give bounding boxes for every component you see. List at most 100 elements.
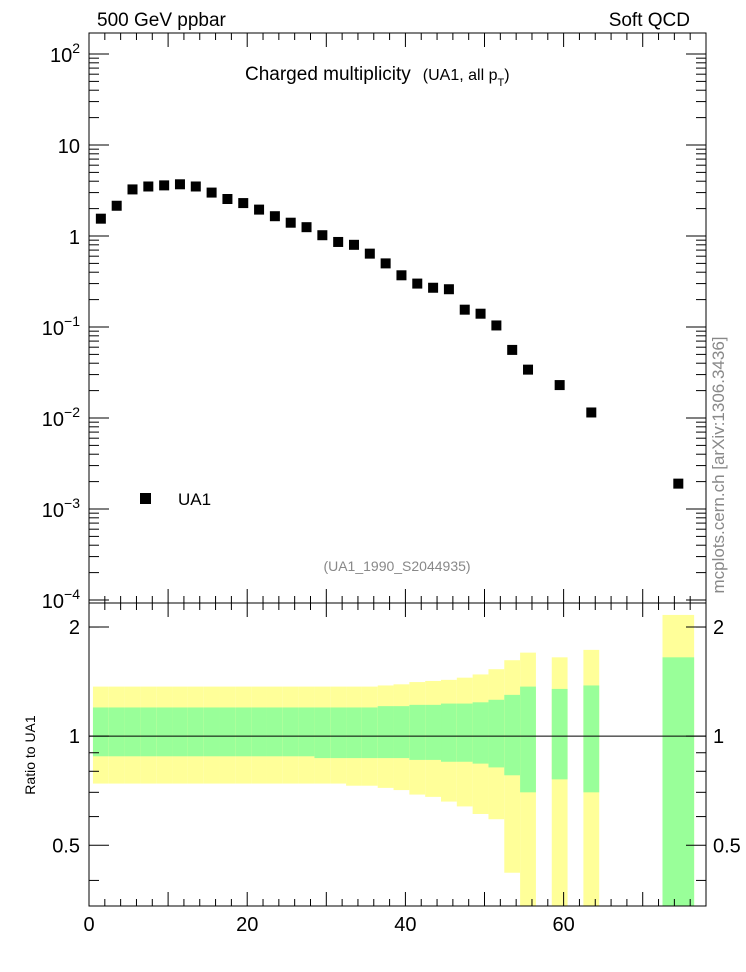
- data-point: [206, 187, 217, 198]
- data-point: [95, 213, 106, 224]
- chart-subtitle-suffix: ): [504, 67, 509, 84]
- data-point: [333, 236, 344, 247]
- data-point: [380, 258, 391, 269]
- chart-title: Charged multiplicity (UA1, all pT): [245, 64, 510, 89]
- y-tick-label: 10−3: [42, 495, 80, 522]
- data-point: [143, 181, 154, 192]
- data-point: [475, 308, 486, 319]
- band-inner: [409, 704, 426, 760]
- band-inner: [346, 707, 362, 759]
- main-y-ticks: 102 10 1 10−1 10−2 10−3 10−4: [42, 40, 706, 613]
- band-inner: [266, 707, 283, 757]
- band-inner: [583, 685, 600, 793]
- data-point: [523, 364, 534, 375]
- data-point: [428, 282, 439, 293]
- band-inner: [456, 703, 473, 762]
- band-inner: [203, 707, 220, 757]
- data-point: [412, 278, 423, 289]
- ratio-y-tick-label-right: 0.5: [713, 835, 741, 857]
- band-inner: [662, 657, 695, 906]
- band-inner: [314, 707, 331, 759]
- side-label: mcplots.cern.ch [arXiv:1306.3436]: [709, 336, 728, 593]
- band-inner: [298, 707, 315, 757]
- data-point: [238, 198, 249, 209]
- data-point: [507, 344, 518, 355]
- data-point: [127, 184, 138, 195]
- x-tick-label: 0: [83, 914, 94, 936]
- band-inner: [520, 686, 536, 793]
- band-inner: [393, 706, 410, 759]
- y-tick-label: 10−4: [42, 586, 80, 613]
- data-point: [111, 200, 122, 211]
- data-point: [301, 222, 312, 233]
- band-inner: [330, 707, 347, 759]
- data-point: [190, 181, 201, 192]
- x-tick-label: 20: [236, 914, 258, 936]
- ratio-y-tick-label: 2: [69, 617, 80, 639]
- reference-text: (UA1_1990_S2044935): [323, 558, 470, 574]
- header-left-label: 500 GeV ppbar: [97, 10, 227, 31]
- chart-title-main: Charged multiplicity: [245, 64, 411, 85]
- data-point: [348, 239, 359, 250]
- ratio-frame: [88, 602, 707, 907]
- band-inner: [361, 707, 378, 759]
- legend-label: UA1: [178, 490, 211, 509]
- y-tick-label: 1: [69, 227, 80, 249]
- legend-marker: [140, 493, 151, 504]
- band-inner: [140, 707, 157, 757]
- main-x-ticks: [88, 33, 707, 603]
- band-inner: [488, 699, 505, 768]
- ratio-x-ticks: 0 20 40 60: [83, 603, 707, 936]
- band-inner: [219, 707, 236, 757]
- band-inner: [425, 704, 442, 760]
- main-frame: [88, 32, 707, 604]
- data-point: [174, 179, 185, 190]
- band-inner: [108, 707, 125, 757]
- band-inner: [282, 707, 299, 757]
- data-point: [586, 407, 597, 418]
- data-point: [491, 320, 502, 331]
- band-inner: [156, 707, 173, 757]
- data-point: [364, 248, 375, 259]
- band-inner: [124, 707, 141, 757]
- header-right-label: Soft QCD: [609, 10, 690, 31]
- x-tick-label: 60: [552, 914, 574, 936]
- band-inner: [187, 707, 204, 757]
- data-points: [95, 179, 684, 489]
- ratio-y-axis-label: Ratio to UA1: [22, 715, 38, 795]
- data-point: [159, 180, 170, 191]
- x-tick-label: 40: [394, 914, 416, 936]
- data-point: [254, 204, 265, 215]
- band-inner: [92, 707, 109, 757]
- ratio-y-tick-label: 0.5: [52, 835, 80, 857]
- band-inner: [551, 688, 568, 780]
- data-point: [285, 217, 296, 228]
- y-tick-label: 10−2: [42, 404, 80, 431]
- ratio-y-ticks: 0.5 0.5 1 1 2 2: [52, 617, 741, 881]
- chart-subtitle-sub: T: [498, 77, 505, 89]
- ratio-y-tick-label: 1: [69, 726, 80, 748]
- ratio-bands: [92, 614, 695, 906]
- data-point: [317, 230, 328, 241]
- band-inner: [172, 707, 188, 757]
- data-point: [554, 380, 565, 391]
- y-tick-label: 10: [58, 136, 80, 158]
- data-point: [673, 478, 684, 489]
- band-inner: [441, 703, 457, 762]
- ratio-y-tick-label-right: 2: [713, 617, 724, 639]
- band-inner: [235, 707, 252, 757]
- y-tick-label: 10−1: [42, 313, 80, 340]
- data-point: [222, 194, 233, 205]
- ratio-y-tick-label-right: 1: [713, 726, 724, 748]
- band-inner: [472, 702, 489, 764]
- data-point: [443, 284, 454, 295]
- data-point: [396, 270, 407, 281]
- data-point: [269, 211, 280, 222]
- band-inner: [504, 694, 521, 776]
- y-tick-label: 102: [50, 40, 80, 67]
- band-inner: [251, 707, 267, 757]
- chart-subtitle-prefix: (UA1, all p: [423, 67, 498, 84]
- data-point: [459, 304, 470, 315]
- band-inner: [377, 706, 394, 759]
